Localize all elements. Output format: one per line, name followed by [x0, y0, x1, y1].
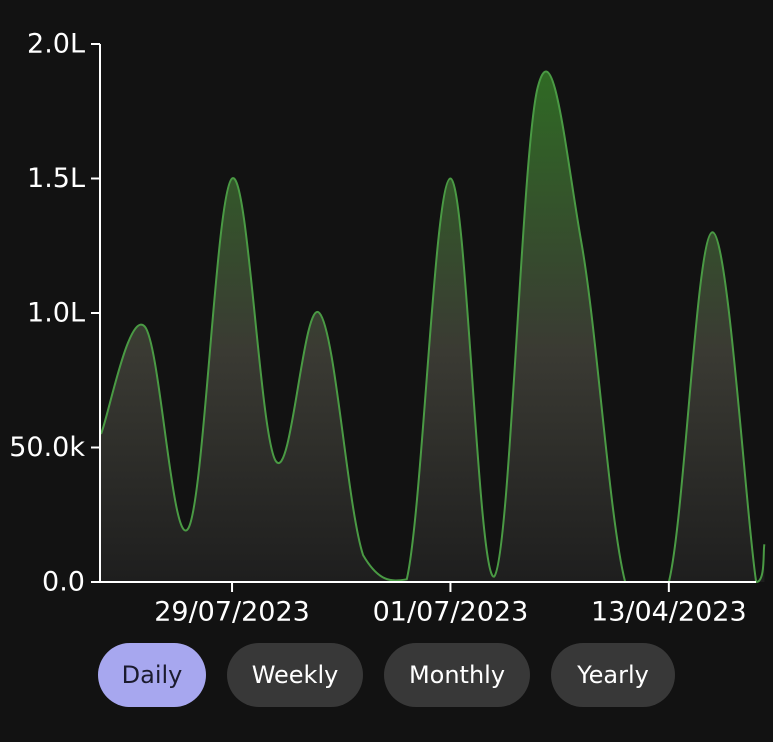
yearly-filter-button[interactable]: Yearly: [551, 643, 675, 707]
y-tick-label: 2.0L: [27, 29, 85, 60]
series-line: [100, 70, 766, 584]
x-tick-label: 01/07/2023: [373, 597, 529, 628]
series-area-fill: [101, 71, 765, 582]
y-tick-label: 1.0L: [27, 298, 85, 329]
y-tick-label: 0.0: [42, 567, 85, 598]
monthly-filter-button[interactable]: Monthly: [384, 643, 530, 707]
period-filter-group: Daily Weekly Monthly Yearly: [98, 643, 675, 707]
y-tick-label: 50.0k: [9, 432, 85, 463]
area-chart: 0.0 50.0k 1.0L 1.5L 2.0L 29/07/2023 01/07/202…: [9, 29, 766, 628]
x-tick-label: 13/04/2023: [591, 597, 747, 628]
y-tick-label: 1.5L: [27, 163, 85, 194]
daily-filter-button[interactable]: Daily: [98, 643, 206, 707]
weekly-filter-button[interactable]: Weekly: [227, 643, 363, 707]
x-tick-label: 29/07/2023: [154, 597, 310, 628]
y-axis: 0.0 50.0k 1.0L 1.5L 2.0L: [9, 29, 101, 598]
x-axis: 29/07/2023 01/07/2023 13/04/2023: [91, 581, 756, 628]
